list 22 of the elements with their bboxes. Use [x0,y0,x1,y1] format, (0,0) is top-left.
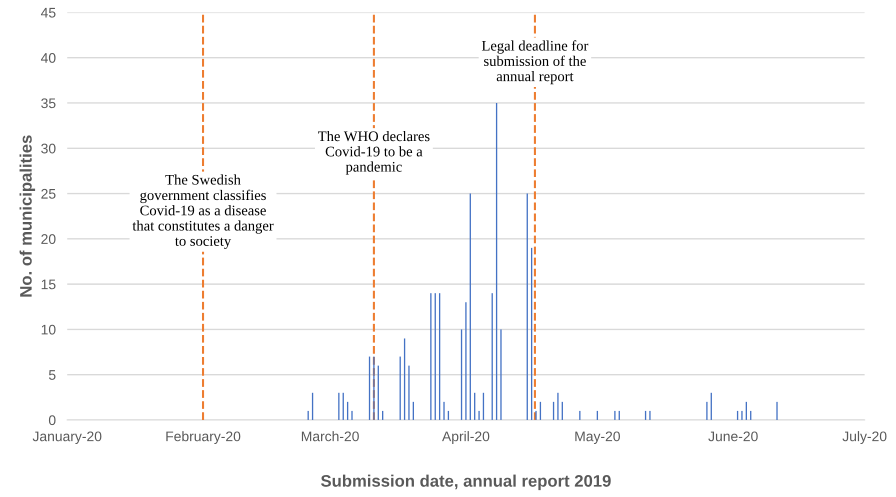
x-tick-label: January-20 [32,431,102,444]
y-tick-label: 30 [41,144,56,154]
y-tick-label: 25 [41,188,56,199]
y-tick-label: 35 [41,98,56,108]
y-tick-label: 20 [41,234,56,244]
x-axis-title: Submission date, annual report 2019 [321,474,611,490]
x-tick-label: May-20 [575,431,620,444]
y-tick-label: 0 [48,415,56,426]
x-tick-label: February-20 [166,431,240,444]
x-tick-label: March-20 [302,431,359,442]
x-tick-label: April-20 [442,431,490,444]
y-tick-label: 40 [40,53,56,63]
y-tick-label: 15 [42,280,56,290]
x-tick-label: July-20 [842,431,886,444]
ref-line-label: The WHO declares Covid-19 to be a pandemic [318,130,430,175]
y-axis-title: No. of municipalities [20,135,36,297]
y-tick-label: 45 [40,8,56,18]
y-tick-label: 10 [42,324,56,335]
y-tick-label: 5 [48,370,56,380]
ref-line-label: Legal deadline for submission of the annual report [482,40,588,84]
ref-line-label: The Swedish government classifies Covid-19 as a disease that constitutes a danger to society [132,174,274,249]
x-tick-label: June-20 [708,431,758,442]
